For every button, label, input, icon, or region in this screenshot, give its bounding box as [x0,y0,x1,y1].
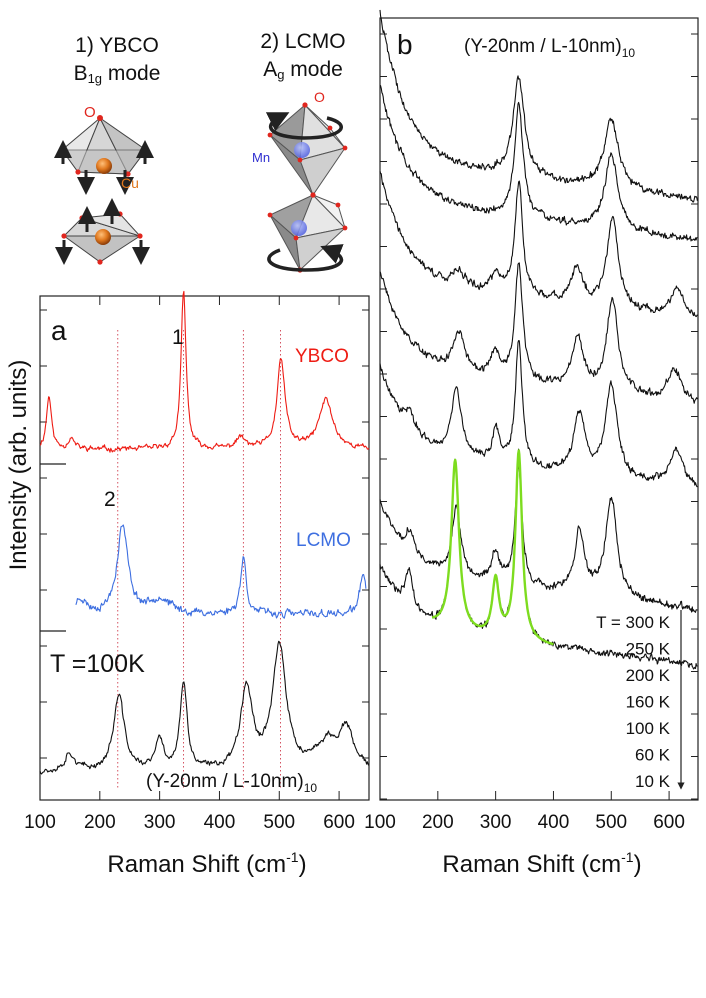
lcmo-ag-octahedra-icon [265,102,348,273]
peak-marker-2: 2 [104,488,116,511]
panel-b-title: (Y-20nm / L-10nm)10 [464,36,635,60]
x-tick-label: 600 [323,812,355,833]
lcmo-oxygen-label: O [314,89,325,105]
panel-a-xlabel: Raman Shift (cm-1) [107,849,306,878]
panel-b-frame [379,17,699,801]
curve-fit [431,449,555,646]
lcmo-schematic: 2) LCMO Ag mode [252,30,348,273]
curve-lcmo [75,524,367,619]
lcmo-title: 2) LCMO [260,30,345,53]
curve-300k [379,9,698,203]
ybco-b1g-pyramid-icon [54,115,154,265]
x-tick-label: 100 [364,812,396,833]
x-tick-label: 300 [480,812,512,833]
temperature-legend-item: 200 K [626,666,671,685]
ybco-mode-label: B1g mode [74,62,161,86]
lcmo-mode-label: Ag mode [263,58,343,82]
x-tick-label: 400 [538,812,570,833]
temperature-legend-item: 60 K [635,746,671,765]
panel-a-label: a [51,315,67,346]
panel-b-label: b [397,29,413,60]
x-tick-label: 400 [204,812,236,833]
panel-a-ylabel: Intensity (arb. units) [5,360,32,571]
curve-100k [379,340,698,488]
x-tick-label: 200 [84,812,116,833]
legend-superlattice: (Y-20nm / L-10nm)10 [146,771,317,795]
lcmo-mn-label: Mn [252,150,270,165]
ybco-oxygen-label: O [84,104,96,121]
x-tick-label: 300 [144,812,176,833]
curve-60k [379,465,698,613]
temperature-legend-item: 10 K [635,772,671,791]
x-tick-label: 200 [422,812,454,833]
mn-atom [294,142,310,158]
cu-atom [96,158,112,174]
peak-marker-1: 1 [172,326,184,349]
panel-b: b (Y-20nm / L-10nm)10 T = 300 K 250 K 200 … [364,9,699,878]
temperature-legend-item: 250 K [626,640,671,659]
x-tick-label: 600 [653,812,685,833]
x-tick-label: 100 [24,812,56,833]
legend-ybco: YBCO [295,346,349,367]
curve-160k [379,262,698,404]
curve-250k [379,85,698,242]
curve-200k [379,170,698,318]
panel-b-xlabel: Raman Shift (cm-1) [442,849,641,878]
ybco-cu-label: Cu [121,175,139,191]
curve-superlattice [39,640,370,775]
temperature-legend-item: 100 K [626,719,671,738]
ybco-title: 1) YBCO [75,34,159,57]
temperature-legend-item: 160 K [626,693,671,712]
curve-ybco [39,290,370,453]
temperature-legend-item: T = 300 K [596,613,671,632]
oxygen-atom [97,115,103,121]
x-tick-label: 500 [595,812,627,833]
panel-a-frame [39,295,370,801]
legend-lcmo: LCMO [296,530,351,551]
ybco-schematic: 1) YBCO B1g mode [54,34,161,265]
panel-a: a 1 2 YBCO LCMO T =100K (Y-20nm / L-10nm… [5,290,370,878]
temperature-label: T =100K [50,650,145,678]
x-tick-label: 500 [263,812,295,833]
